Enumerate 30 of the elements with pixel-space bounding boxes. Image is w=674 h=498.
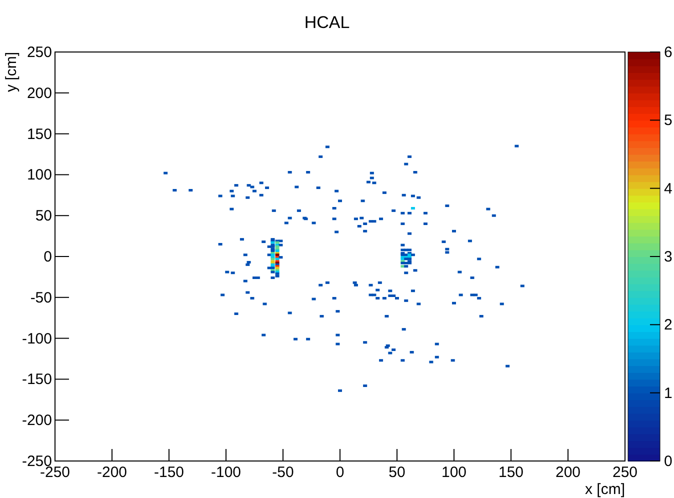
color-bar-label: 3 bbox=[664, 248, 672, 266]
y-tick-label: -150 bbox=[22, 371, 52, 388]
x-tick-label: -100 bbox=[210, 464, 242, 481]
y-tick-label: 50 bbox=[35, 208, 52, 225]
color-bar-label: 0 bbox=[664, 453, 672, 470]
y-tick-label: -50 bbox=[30, 289, 52, 306]
x-tick-label: 150 bbox=[498, 464, 524, 481]
chart-title: HCAL bbox=[304, 13, 350, 32]
color-bar-label: 2 bbox=[664, 316, 672, 334]
color-bar-label: 5 bbox=[664, 112, 672, 130]
y-tick-label: -200 bbox=[22, 412, 52, 430]
x-tick-label: 100 bbox=[441, 464, 467, 481]
y-tick-label: 0 bbox=[44, 248, 52, 266]
y-tick-label: 250 bbox=[26, 44, 52, 61]
color-bar-label: 6 bbox=[664, 44, 672, 61]
y-axis-title: y [cm] bbox=[3, 52, 20, 92]
x-tick-label: -200 bbox=[96, 464, 128, 481]
y-tick-label: 200 bbox=[26, 84, 52, 102]
y-tick-label: 150 bbox=[26, 126, 52, 143]
x-tick-label: -50 bbox=[272, 464, 294, 481]
color-bar-label: 1 bbox=[664, 384, 672, 402]
x-tick-label: -150 bbox=[154, 464, 184, 481]
x-tick-label: 50 bbox=[388, 464, 406, 481]
x-tick-label: 200 bbox=[555, 464, 581, 481]
x-tick-label: 250 bbox=[612, 464, 638, 481]
y-tick-label: -100 bbox=[22, 330, 52, 348]
y-tick-label: 100 bbox=[26, 166, 52, 184]
color-bar-label: 4 bbox=[664, 180, 672, 198]
x-axis-title: x [cm] bbox=[585, 481, 625, 498]
x-tick-label: 0 bbox=[336, 464, 344, 481]
